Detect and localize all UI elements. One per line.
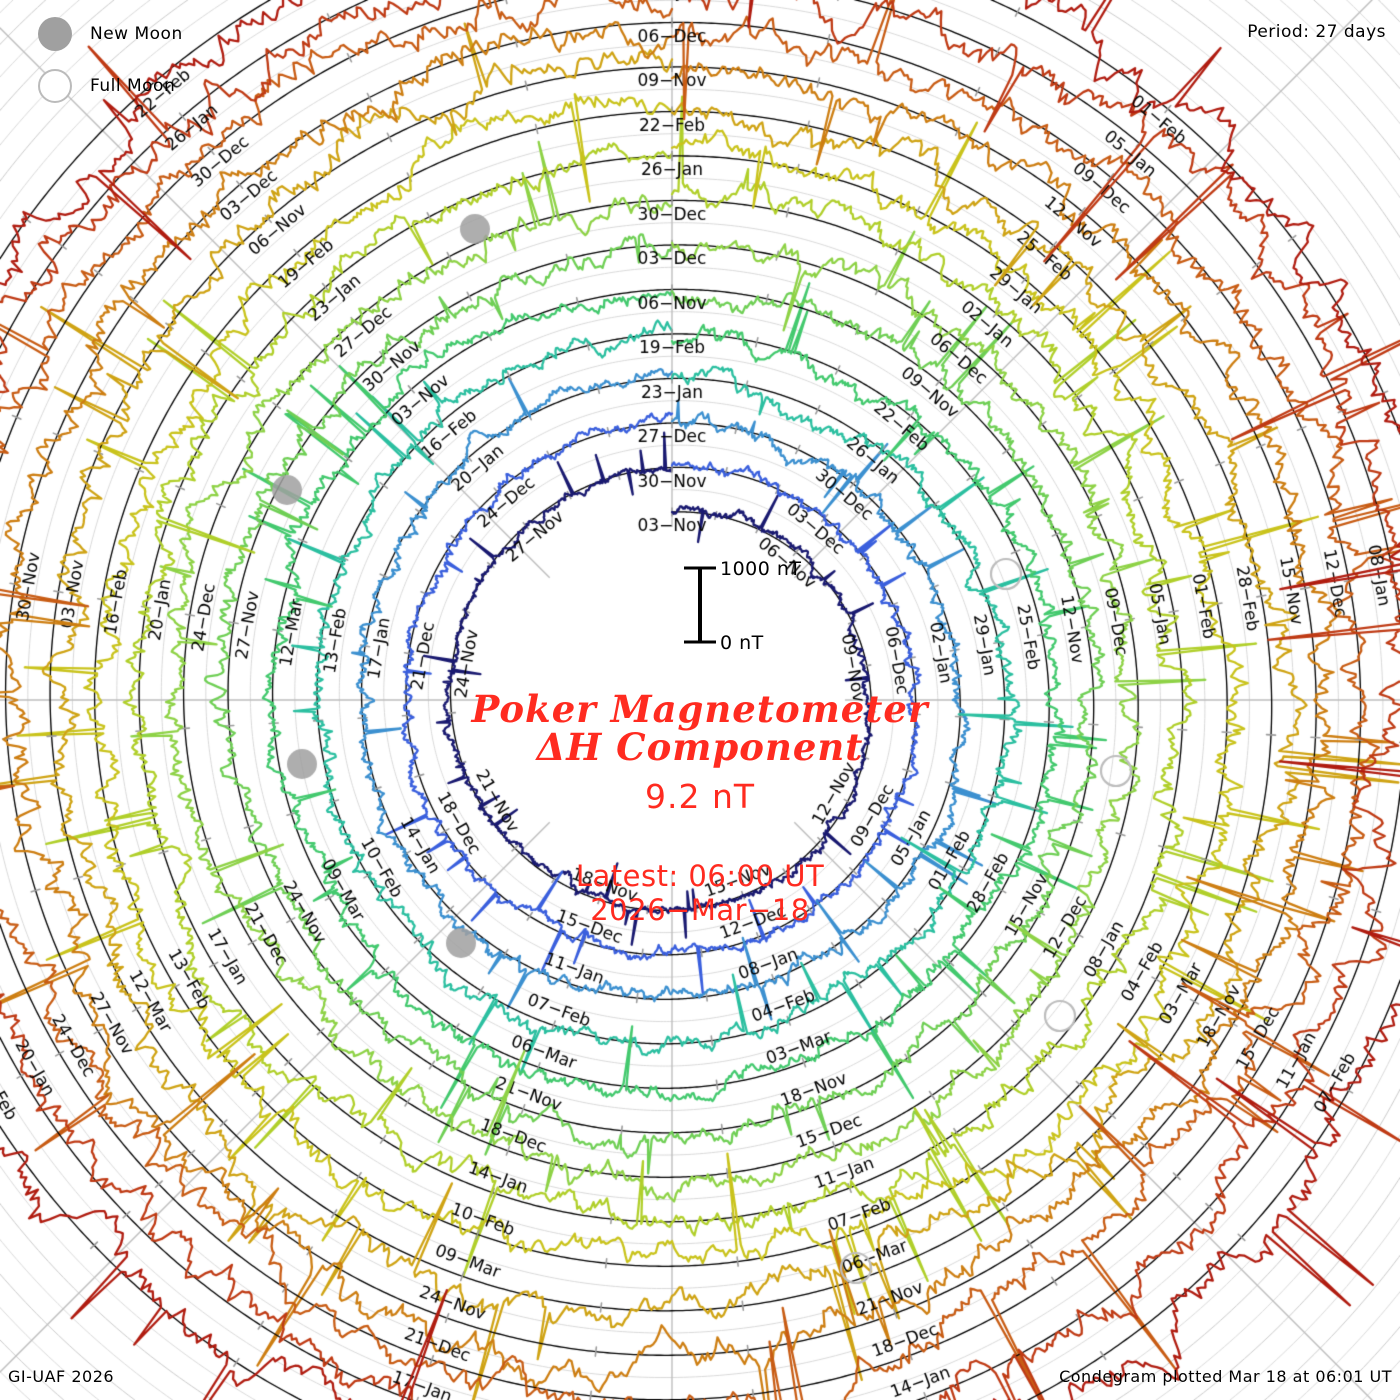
credit-left: GI-UAF 2026 — [8, 1367, 115, 1386]
legend-label-new-moon: New Moon — [90, 24, 183, 44]
scale-bar-bottom-label: 0 nT — [720, 632, 764, 654]
legend-item-full-moon: Full Moon — [24, 60, 324, 112]
legend-label-full-moon: Full Moon — [90, 76, 176, 96]
scale-bar-top-label: 1000 nT — [720, 558, 802, 580]
scale-bar-icon — [684, 566, 716, 644]
period-label: Period: 27 days — [1247, 22, 1386, 42]
new-moon-icon — [38, 17, 72, 51]
full-moon-icon — [38, 69, 72, 103]
moon-phase-legend: New Moon Full Moon — [24, 8, 324, 112]
legend-item-new-moon: New Moon — [24, 8, 324, 60]
amplitude-scale-bar: 1000 nT 0 nT — [680, 558, 900, 654]
credit-right: Condegram plotted Mar 18 at 06:01 UT — [1059, 1367, 1392, 1386]
